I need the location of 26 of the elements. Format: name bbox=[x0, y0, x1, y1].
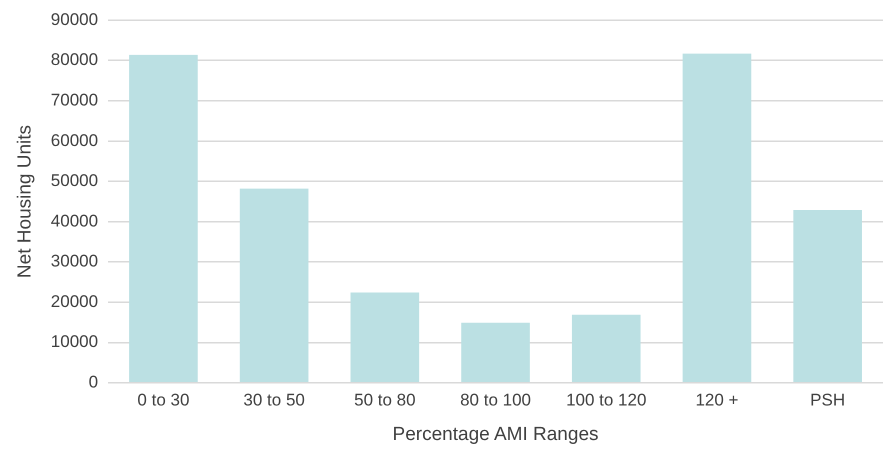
y-tick-label: 0 bbox=[88, 372, 98, 392]
x-axis-title: Percentage AMI Ranges bbox=[392, 424, 599, 445]
x-tick-label: PSH bbox=[810, 390, 846, 410]
y-tick-label: 80000 bbox=[50, 50, 98, 70]
y-tick-label: 10000 bbox=[50, 332, 98, 352]
bar bbox=[461, 322, 530, 382]
y-tick-label: 40000 bbox=[50, 211, 98, 230]
bar bbox=[129, 54, 198, 382]
y-tick-label: 60000 bbox=[50, 130, 98, 150]
bar bbox=[572, 314, 641, 382]
x-tick-label: 120 + bbox=[695, 390, 739, 410]
bar bbox=[793, 210, 862, 382]
y-axis-title: Net Housing Units bbox=[14, 124, 36, 278]
y-tick-label: 70000 bbox=[50, 90, 98, 110]
bar bbox=[682, 54, 752, 382]
bar bbox=[350, 292, 420, 382]
y-tick-label: 20000 bbox=[50, 292, 98, 311]
y-tick-label: 50000 bbox=[50, 171, 98, 190]
x-tick-label: 100 to 120 bbox=[566, 390, 646, 410]
x-tick-label: 30 to 50 bbox=[243, 390, 305, 410]
x-tick-label: 50 to 80 bbox=[354, 390, 416, 410]
y-tick-label: 90000 bbox=[50, 10, 98, 29]
x-tick-label: 80 to 100 bbox=[460, 390, 531, 410]
y-tick-label: 30000 bbox=[50, 252, 98, 271]
bar bbox=[240, 188, 308, 382]
x-tick-label: 0 to 30 bbox=[137, 390, 190, 410]
